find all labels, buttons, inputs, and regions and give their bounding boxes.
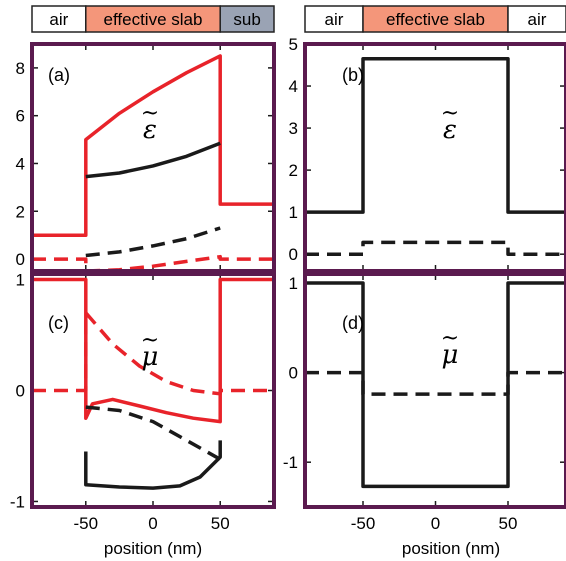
symbol-letter-c: μ	[142, 342, 159, 372]
region-segment	[219, 5, 275, 33]
series-line-black-dashed	[305, 370, 566, 396]
x-axis-title-right: position (nm)	[402, 539, 500, 558]
series-line-black-solid	[85, 141, 221, 179]
frame-b	[303, 42, 566, 273]
y-tick-label: 8	[16, 59, 25, 78]
symbol-letter-d: μ	[442, 340, 459, 370]
y-tick-label: 0	[16, 250, 25, 269]
y-tick-label: 5	[289, 35, 298, 54]
tilde-icon: ~	[141, 328, 159, 353]
series-line-red-solid	[32, 54, 274, 237]
y-ticks-b: 0 1 2 3 4 5	[289, 35, 566, 271]
region-label: air	[325, 10, 344, 29]
panel-d: -1 0 1 (d) μ ~	[283, 272, 566, 509]
panel-a: 0 2 4 6 8 (a) ε ~	[16, 42, 276, 273]
tilde-icon: ~	[441, 326, 459, 351]
series-group-d	[305, 281, 566, 489]
series-line-black-dashed	[85, 226, 221, 258]
region-bar-right: air effective slab air	[304, 5, 566, 33]
panel-label-d: (d)	[342, 313, 364, 333]
y-tick-label: 6	[16, 107, 25, 126]
x-axis-right: position (nm) -50 0 50	[351, 514, 518, 558]
x-tick-label: 0	[148, 514, 157, 533]
y-ticks-a: 0 2 4 6 8	[16, 44, 274, 271]
symbol-epsilon-b: ε ~	[441, 101, 459, 145]
x-tick-label: 50	[211, 514, 230, 533]
series-line-black-solid	[84, 440, 222, 490]
panel-b: 0 1 2 3 4 5 (b) ε ~	[289, 35, 566, 273]
y-tick-label: 0	[16, 382, 25, 401]
symbol-letter-a: ε	[143, 115, 157, 145]
frame-c	[30, 272, 276, 509]
y-tick-label: 2	[289, 161, 298, 180]
symbol-mu-d: μ ~	[441, 326, 459, 370]
symbol-mu-c: μ ~	[141, 328, 159, 372]
region-segment	[362, 5, 509, 33]
y-tick-label: -1	[10, 492, 25, 511]
series-group-a	[32, 54, 274, 271]
panel-label-c: (c)	[48, 313, 69, 333]
y-tick-label: 1	[16, 271, 25, 290]
panel-c: -1 0 1 (c) μ ~	[10, 271, 276, 511]
y-tick-label: -1	[283, 453, 298, 472]
x-tick-label: -50	[351, 514, 376, 533]
x-tick-label: 50	[499, 514, 518, 533]
region-label: effective slab	[104, 10, 203, 29]
region-label: air	[528, 10, 547, 29]
y-tick-label: 2	[16, 202, 25, 221]
frame-a	[30, 42, 276, 273]
frame-d	[303, 272, 566, 509]
region-segment	[31, 5, 87, 33]
region-segment	[507, 5, 566, 33]
series-line-black-solid	[305, 281, 566, 489]
series-line-red-dashed	[32, 311, 274, 396]
tilde-icon: ~	[141, 101, 159, 126]
y-ticks-d: -1 0 1	[283, 274, 566, 507]
y-tick-label: 4	[289, 77, 298, 96]
x-tick-label: -50	[73, 514, 98, 533]
series-line-black-solid	[305, 56, 566, 214]
y-tick-label: 1	[289, 274, 298, 293]
y-tick-label: 3	[289, 119, 298, 138]
region-label: air	[49, 10, 68, 29]
y-tick-label: 0	[289, 364, 298, 383]
region-segment	[85, 5, 221, 33]
panel-label-b: (b)	[342, 65, 364, 85]
series-group-c	[32, 277, 274, 490]
symbol-letter-b: ε	[443, 115, 457, 145]
y-tick-label: 0	[289, 245, 298, 264]
panel-label-a: (a)	[48, 65, 70, 85]
y-tick-label: 4	[16, 154, 25, 173]
x-tick-label: 0	[431, 514, 440, 533]
x-axis-left: position (nm) -50 0 50	[73, 514, 229, 558]
region-bar-left: air effective slab sub	[31, 5, 275, 33]
series-line-black-dashed	[305, 240, 566, 256]
region-label: effective slab	[386, 10, 485, 29]
tilde-icon: ~	[441, 101, 459, 126]
series-line-red-dashed	[32, 254, 274, 271]
series-group-b	[305, 56, 566, 256]
x-axis-title-left: position (nm)	[104, 539, 202, 558]
symbol-epsilon-a: ε ~	[141, 101, 159, 145]
region-label: sub	[233, 10, 260, 29]
y-tick-label: 1	[289, 203, 298, 222]
series-line-black-dashed	[85, 405, 222, 461]
